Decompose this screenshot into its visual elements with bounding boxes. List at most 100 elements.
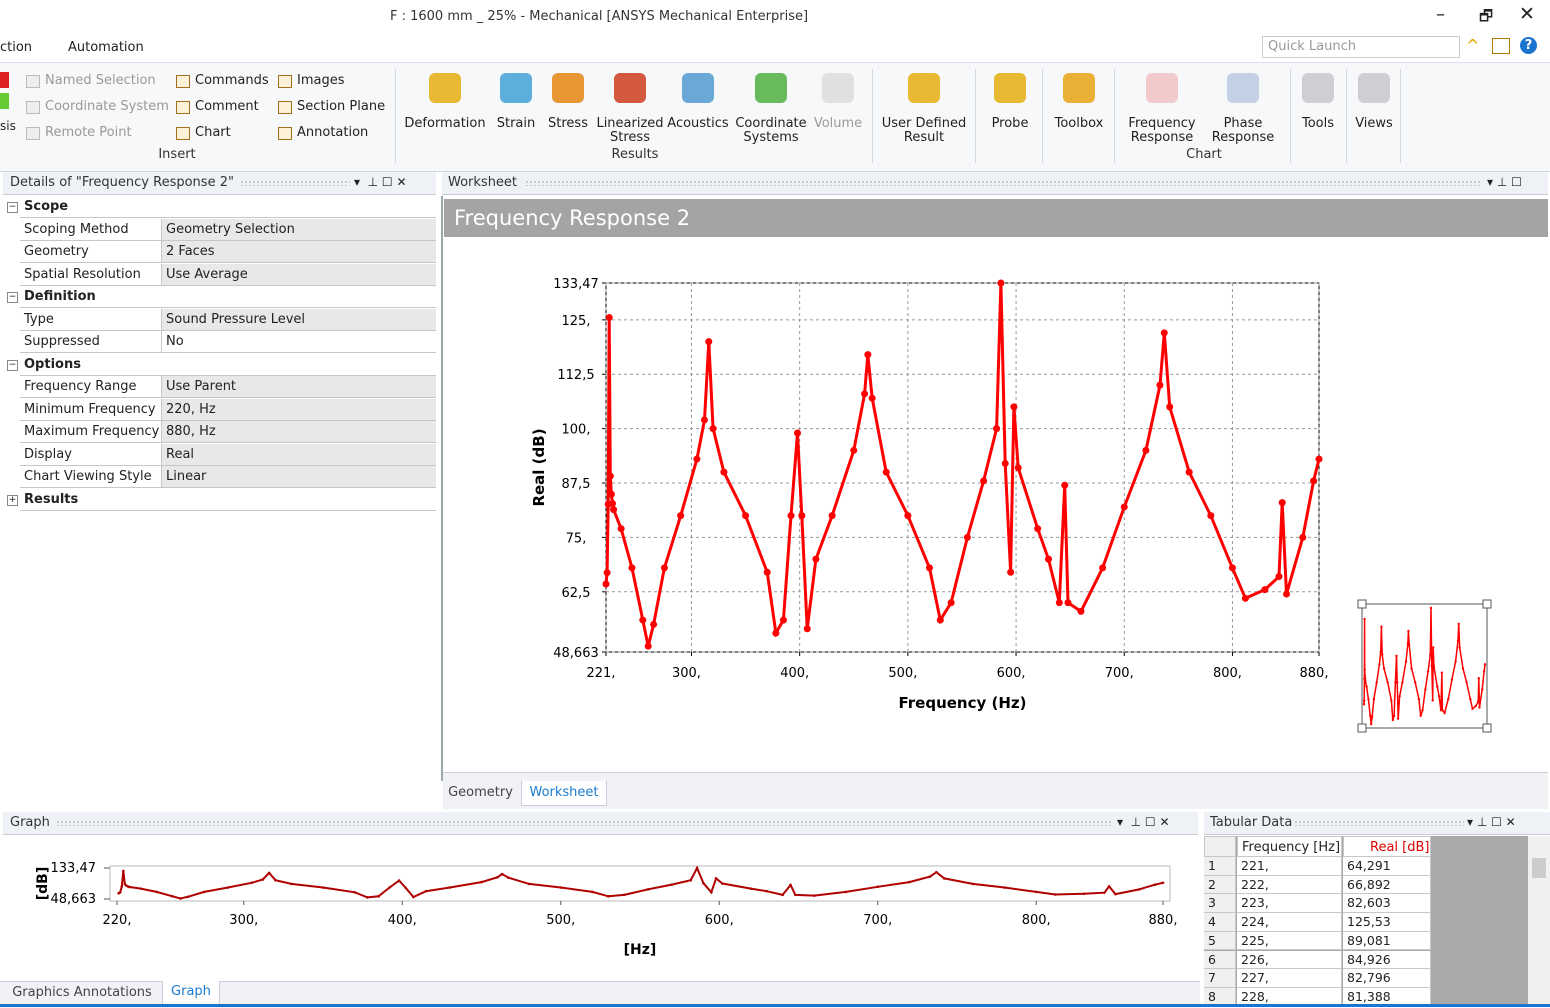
- x-tick-label: 500,: [888, 666, 917, 681]
- data-point: [1364, 679, 1367, 682]
- ribbon-button[interactable]: Images: [297, 73, 345, 88]
- ribbon-button[interactable]: Frequency Response: [1128, 116, 1196, 145]
- table-corner: [1204, 836, 1236, 857]
- panel-buttons[interactable]: ▾ ⊥ ☐: [1487, 175, 1522, 189]
- data-point: [1379, 650, 1382, 653]
- data-point: [1440, 671, 1444, 674]
- data-point: [1458, 646, 1461, 649]
- tab[interactable]: Geometry: [448, 785, 513, 800]
- ribbon-button[interactable]: Views: [1355, 116, 1393, 131]
- property-name: Spatial Resolution: [20, 263, 162, 286]
- ribbon-icon: [1358, 73, 1390, 103]
- data-point: [397, 879, 401, 882]
- tab-active[interactable]: Graph: [162, 981, 220, 1006]
- data-point: [1461, 667, 1465, 670]
- data-point: [644, 642, 652, 650]
- help[interactable]: ?: [1520, 37, 1537, 54]
- table-cell: 225,: [1237, 931, 1342, 951]
- data-point: [789, 883, 792, 887]
- property-value[interactable]: Use Average: [162, 263, 436, 286]
- property-value[interactable]: Sound Pressure Level: [162, 308, 436, 331]
- grip: [525, 180, 1480, 186]
- ribbon-button[interactable]: Section Plane: [297, 99, 386, 114]
- ribbon-button[interactable]: Phase Response: [1211, 116, 1275, 145]
- data-point: [1363, 668, 1366, 671]
- ribbon-icon: [26, 101, 40, 114]
- ribbon-button[interactable]: Stress: [548, 116, 588, 131]
- property-value[interactable]: Geometry Selection: [162, 218, 436, 241]
- y-tick-label: 112,5: [557, 368, 594, 383]
- panel-buttons[interactable]: ▾ ⊥ ☐ ✕: [1467, 815, 1516, 829]
- ribbon-button[interactable]: Comment: [195, 99, 259, 114]
- x-tick-label: 880,: [1149, 913, 1178, 928]
- property-value[interactable]: Real: [162, 443, 436, 466]
- data-point: [812, 555, 820, 563]
- ribbon-button[interactable]: Tools: [1301, 116, 1335, 131]
- property-value[interactable]: 220, Hz: [162, 398, 436, 421]
- panel-title: Worksheet: [448, 175, 518, 190]
- tab[interactable]: Graphics Annotations: [12, 985, 152, 1000]
- data-point: [904, 512, 912, 520]
- panel-buttons[interactable]: ▾ ⊥ ☐ ✕: [354, 175, 407, 189]
- ribbon-button[interactable]: Volume: [813, 116, 863, 131]
- ribbon-button[interactable]: Coordinate Systems: [735, 116, 807, 145]
- status-bar: [0, 1004, 1550, 1007]
- ribbon-button[interactable]: User Defined Result: [881, 116, 967, 145]
- data-point: [1061, 481, 1069, 489]
- handle: [1482, 599, 1492, 609]
- property-value[interactable]: 880, Hz: [162, 421, 436, 443]
- property-value[interactable]: 2 Faces: [162, 241, 436, 263]
- ribbon-icon: [1063, 73, 1095, 103]
- x-tick-label: 300,: [229, 913, 258, 928]
- data-point: [608, 499, 616, 507]
- ribbon-button[interactable]: Named Selection: [45, 73, 156, 88]
- data-point: [617, 525, 625, 533]
- ribbon-button[interactable]: Chart: [195, 125, 231, 140]
- data-point: [677, 512, 685, 520]
- data-point: [787, 512, 795, 520]
- ribbon-button[interactable]: Coordinate System: [45, 99, 169, 114]
- menu-item[interactable]: Automation: [68, 40, 144, 55]
- minimize[interactable]: –: [1436, 4, 1445, 25]
- ribbon-button[interactable]: Commands: [195, 73, 269, 88]
- data-point: [1299, 533, 1307, 541]
- data-point: [749, 887, 753, 890]
- data-point: [702, 881, 705, 885]
- ribbon-button[interactable]: Acoustics: [667, 116, 729, 131]
- data-point: [650, 620, 658, 628]
- data-point: [1153, 883, 1157, 886]
- ribbon-button[interactable]: Linearized Stress: [596, 116, 664, 145]
- icon[interactable]: [1492, 38, 1510, 54]
- property-value[interactable]: Linear: [162, 466, 436, 488]
- data-line: [1363, 607, 1486, 725]
- ribbon-button[interactable]: Toolbox: [1054, 116, 1104, 131]
- ribbon-button[interactable]: Deformation: [404, 116, 486, 131]
- row-number: 3: [1204, 894, 1236, 914]
- property-value[interactable]: Use Parent: [162, 376, 436, 398]
- ribbon-button[interactable]: Probe: [991, 116, 1029, 131]
- tab-active[interactable]: Worksheet: [521, 781, 607, 806]
- panel-buttons[interactable]: ▾ ⊥ ☐ ✕: [1117, 815, 1170, 829]
- separator: [1400, 69, 1401, 163]
- data-point: [1034, 890, 1038, 894]
- collapse-icon[interactable]: ^: [1466, 36, 1480, 55]
- menu-item[interactable]: ction: [0, 40, 33, 55]
- ribbon-button[interactable]: Remote Point: [45, 125, 132, 140]
- data-point: [226, 886, 230, 889]
- quick-launch[interactable]: Quick Launch: [1262, 36, 1460, 58]
- x-axis-label: Frequency (Hz): [898, 694, 1026, 712]
- close[interactable]: ✕: [1519, 3, 1535, 25]
- data-point: [118, 891, 122, 894]
- property-value[interactable]: No: [162, 331, 436, 353]
- data-point: [926, 564, 934, 572]
- y-tick-label: 62,5: [562, 586, 591, 601]
- data-point: [1363, 674, 1367, 677]
- ribbon-button[interactable]: Annotation: [297, 125, 369, 140]
- row-number: 6: [1204, 950, 1236, 970]
- ribbon-button[interactable]: Strain: [496, 116, 536, 131]
- x-tick-label: 880,: [1300, 666, 1329, 681]
- data-point: [628, 564, 636, 572]
- ribbon-icon: [755, 73, 787, 103]
- data-point: [1375, 681, 1378, 684]
- restore[interactable]: 🗗: [1479, 7, 1494, 25]
